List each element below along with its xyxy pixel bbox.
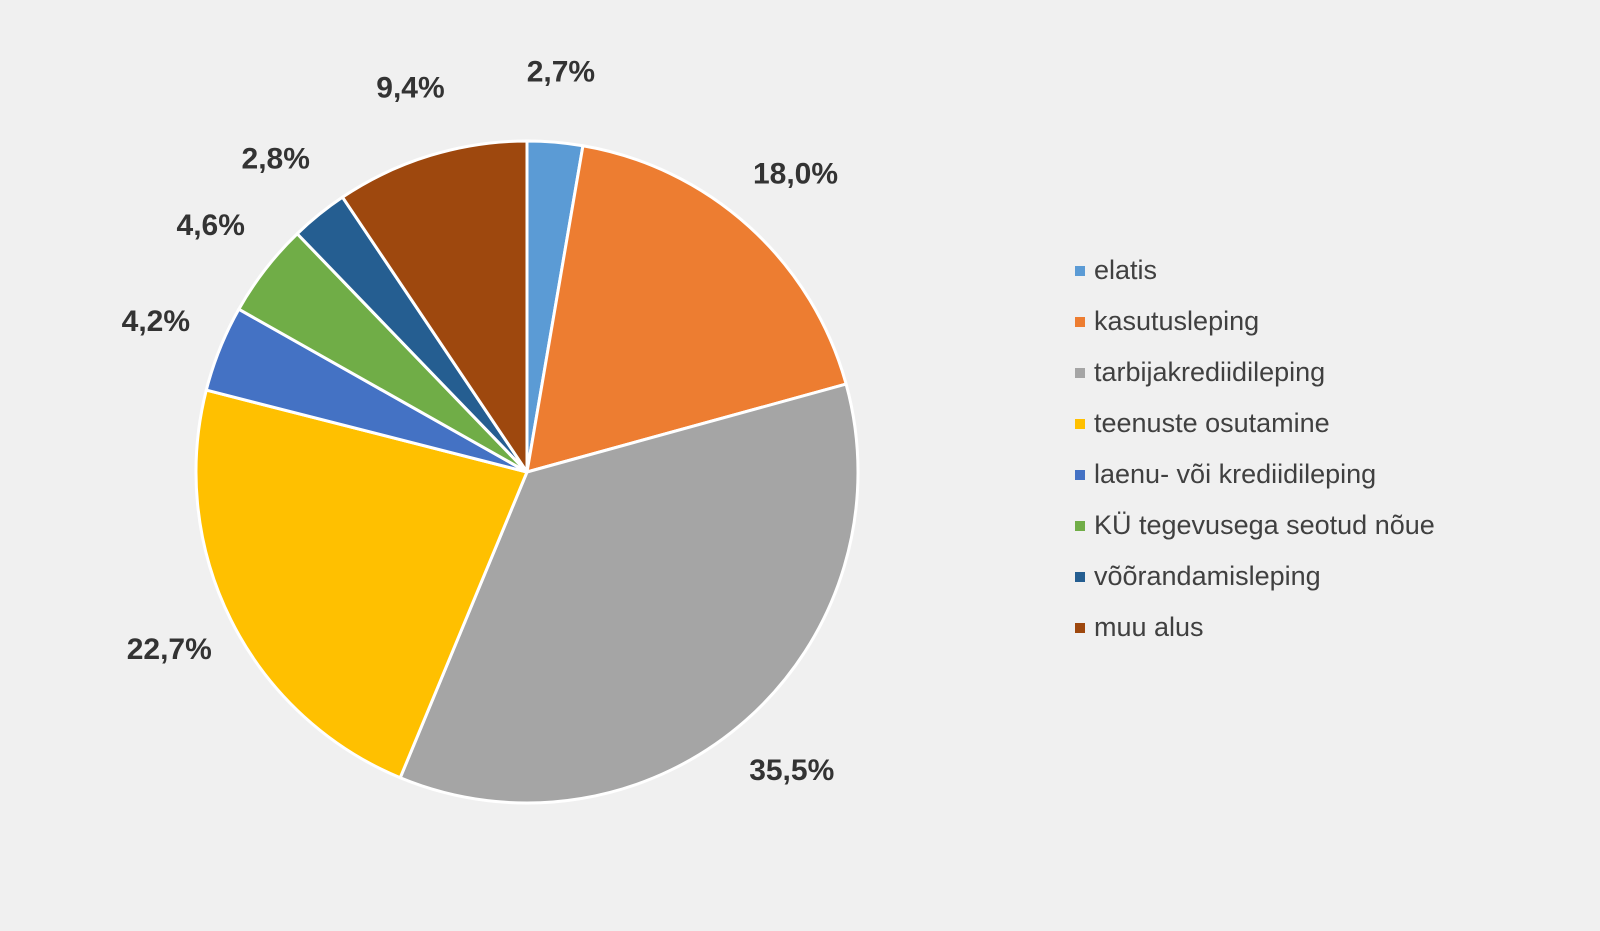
- data-label-3: 22,7%: [127, 633, 212, 666]
- legend-label: teenuste osutamine: [1094, 408, 1330, 438]
- data-label-7: 9,4%: [376, 71, 444, 104]
- legend-label: tarbijakrediidileping: [1094, 357, 1326, 387]
- legend-swatch: [1075, 418, 1085, 429]
- legend-swatch: [1075, 316, 1085, 327]
- legend-item: teenuste osutamine: [1075, 398, 1435, 449]
- legend-label: võõrandamisleping: [1094, 561, 1321, 591]
- chart-legend: elatis kasutusleping tarbijakrediidileping…: [1075, 245, 1435, 653]
- legend-item: elatis: [1075, 245, 1435, 296]
- data-label-0: 2,7%: [527, 55, 595, 88]
- legend-item: kasutusleping: [1075, 296, 1435, 347]
- legend-item: tarbijakrediidileping: [1075, 347, 1435, 398]
- legend-label: KÜ tegevusega seotud nõue: [1094, 510, 1435, 540]
- pie-slice-1: [525, 144, 848, 474]
- legend-swatch: [1075, 469, 1085, 480]
- legend-swatch: [1075, 367, 1085, 378]
- pie-slice-3: [194, 388, 529, 780]
- legend-label: laenu- või krediidileping: [1094, 459, 1377, 489]
- legend-item: võõrandamisleping: [1075, 551, 1435, 602]
- data-label-6: 2,8%: [242, 143, 310, 176]
- pie-slice-2: [398, 382, 860, 805]
- legend-label: kasutusleping: [1094, 306, 1260, 336]
- data-label-4: 4,2%: [122, 305, 190, 338]
- legend-swatch: [1075, 622, 1085, 633]
- data-label-5: 4,6%: [177, 209, 245, 242]
- data-label-1: 18,0%: [753, 157, 838, 190]
- legend-swatch: [1075, 265, 1085, 276]
- legend-item: muu alus: [1075, 602, 1435, 653]
- legend-label: muu alus: [1094, 612, 1204, 642]
- legend-swatch: [1075, 571, 1085, 582]
- pie-slice-7: [341, 139, 529, 474]
- pie-data-labels: 2,7% 18,0% 35,5% 22,7% 4,2% 4,6% 2,8% 9,4%: [122, 55, 838, 786]
- data-label-2: 35,5%: [749, 754, 834, 787]
- legend-label: elatis: [1094, 255, 1158, 285]
- legend-item: laenu- või krediidileping: [1075, 449, 1435, 500]
- legend-swatch: [1075, 520, 1085, 531]
- legend-item: KÜ tegevusega seotud nõue: [1075, 500, 1435, 551]
- pie-slices: [194, 139, 860, 805]
